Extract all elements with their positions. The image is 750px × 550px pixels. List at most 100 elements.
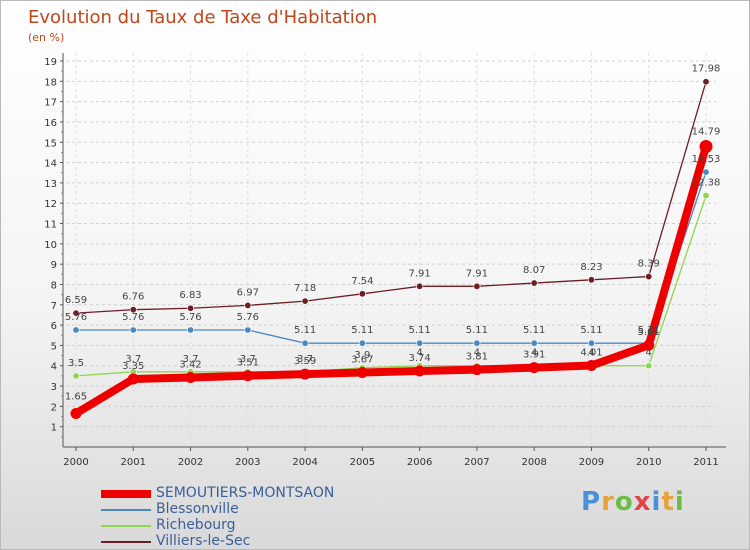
y-tick-label: 16 [44,118,57,129]
data-label-semoutiers-montsaon: 3.67 [351,354,373,365]
x-tick-label: 2006 [407,457,432,468]
data-label-semoutiers-montsaon: 1.65 [65,391,87,402]
legend-swatch [101,509,151,511]
y-tick-label: 2 [51,402,57,413]
y-tick-label: 15 [44,138,57,149]
data-point-semoutiers-montsaon [585,360,597,372]
grid-layer [66,53,716,447]
data-label-semoutiers-montsaon: 5.01 [638,327,660,338]
y-tick-label: 18 [44,77,57,88]
y-tick-label: 17 [44,98,57,109]
data-point-villiers-le-sec [187,304,195,312]
data-label-villiers-le-sec: 7.54 [351,276,373,287]
y-tick-label: 14 [44,159,57,170]
logo-letter: r [601,487,615,517]
data-label-blessonville: 5.76 [65,312,87,323]
data-point-semoutiers-montsaon [414,365,426,377]
data-label-richebourg: 4 [474,348,480,359]
series-line-semoutiers-montsaon [73,145,710,417]
y-tick-label: 10 [44,240,57,251]
data-label-semoutiers-montsaon: 3.51 [237,358,259,369]
y-tick-label: 11 [44,220,57,231]
data-point-blessonville [702,168,710,176]
x-tick-label: 2002 [178,457,203,468]
data-point-blessonville [244,326,252,334]
legend-swatch [101,490,151,498]
x-tick-label: 2010 [636,457,661,468]
data-point-villiers-le-sec [473,282,481,290]
y-tick-label: 3 [51,382,57,393]
legend-label: Blessonville [156,501,239,517]
data-point-semoutiers-montsaon [70,407,82,419]
data-point-blessonville [473,339,481,347]
data-label-semoutiers-montsaon: 4.01 [580,348,602,359]
legend-swatch [101,541,151,543]
data-point-villiers-le-sec [72,309,80,317]
data-point-villiers-le-sec [244,301,252,309]
data-label-villiers-le-sec: 8.39 [638,259,660,270]
data-label-semoutiers-montsaon: 14.79 [692,127,721,138]
data-point-richebourg [702,191,710,199]
data-point-blessonville [416,339,424,347]
logo-letter: i [674,487,685,517]
logo-letter: t [661,487,675,517]
y-tick-label: 7 [51,301,57,312]
logo-letter: o [614,487,634,517]
data-point-blessonville [358,339,366,347]
data-label-villiers-le-sec: 7.91 [409,268,431,279]
data-point-blessonville [301,339,309,347]
data-label-semoutiers-montsaon: 3.42 [179,360,201,371]
x-tick-label: 2004 [292,457,317,468]
data-point-semoutiers-montsaon [356,366,368,378]
y-tick-label: 19 [44,57,57,68]
x-tick-label: 2007 [464,457,489,468]
y-tick-label: 8 [51,280,57,291]
data-label-villiers-le-sec: 7.18 [294,283,316,294]
logo-letter: x [633,487,652,517]
y-tick-label: 13 [44,179,57,190]
data-label-villiers-le-sec: 6.97 [237,287,259,298]
y-tick-label: 12 [44,199,57,210]
data-point-blessonville [530,339,538,347]
data-point-semoutiers-montsaon [643,339,655,351]
legend-label: Villiers-le-Sec [156,533,251,549]
y-tick-label: 1 [51,423,57,434]
data-label-richebourg: 3.5 [68,358,84,369]
legend-swatch [101,525,151,527]
x-tick-label: 2008 [521,457,546,468]
data-label-richebourg: 4 [416,348,422,359]
data-point-villiers-le-sec [416,282,424,290]
data-point-richebourg [645,362,653,370]
data-label-richebourg: 3.7 [125,354,141,365]
data-label-blessonville: 5.11 [638,325,660,336]
data-label-blessonville: 5.11 [523,325,545,336]
x-tick-label: 2001 [121,457,146,468]
series-layer [70,78,713,419]
data-label-blessonville: 5.76 [237,312,259,323]
data-label-villiers-le-sec: 6.76 [122,292,144,303]
chart-title: Evolution du Taux de Taxe d'Habitation [28,7,378,28]
y-tick-label: 9 [51,260,57,271]
data-point-semoutiers-montsaon [242,370,254,382]
data-label-blessonville: 5.11 [580,325,602,336]
data-label-richebourg: 12.38 [692,177,721,188]
data-point-villiers-le-sec [702,78,710,86]
y-tick-label: 5 [51,341,57,352]
data-label-semoutiers-montsaon: 3.59 [294,356,316,367]
data-point-villiers-le-sec [587,276,595,284]
data-label-richebourg: 4 [588,348,594,359]
data-label-blessonville: 5.76 [122,312,144,323]
data-label-blessonville: 5.11 [409,325,431,336]
data-label-villiers-le-sec: 6.83 [179,290,201,301]
data-point-villiers-le-sec [645,273,653,281]
x-tick-label: 2003 [235,457,260,468]
legend-label: SEMOUTIERS-MONTSAON [156,485,335,501]
data-point-blessonville [587,339,595,347]
data-point-blessonville [129,326,137,334]
proxiti-logo: Proxiti [581,487,685,517]
data-point-villiers-le-sec [129,306,137,314]
data-point-semoutiers-montsaon [471,364,483,376]
data-label-blessonville: 5.11 [351,325,373,336]
data-label-blessonville: 5.76 [179,312,201,323]
